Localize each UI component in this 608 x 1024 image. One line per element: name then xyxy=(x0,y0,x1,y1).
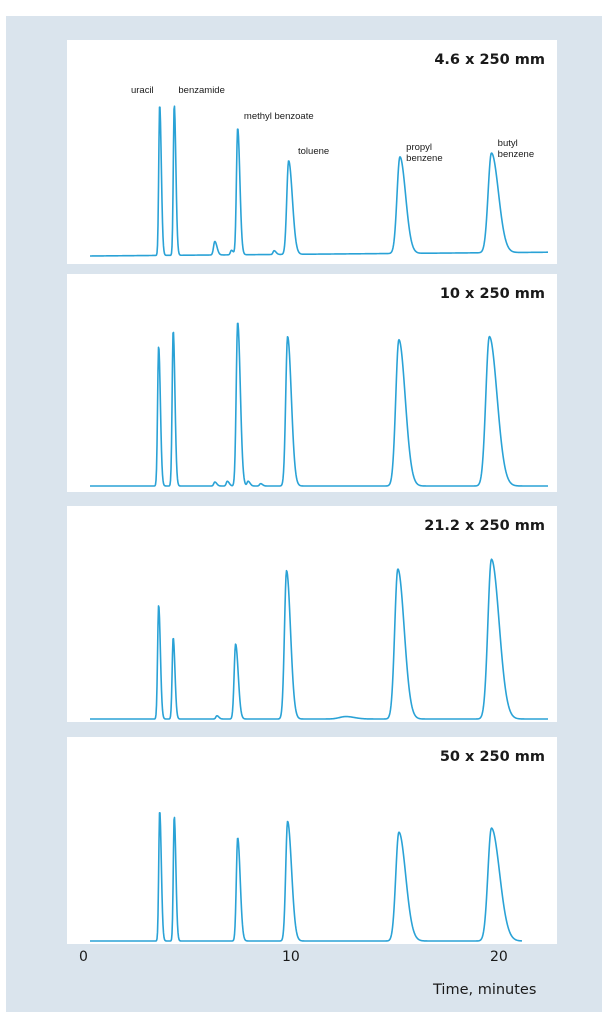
peak-label: benzamide xyxy=(178,85,224,96)
panel-plot xyxy=(89,322,549,487)
panel-50mm: 50 x 250 mm xyxy=(67,737,557,944)
chromatogram-trace xyxy=(89,558,549,720)
x-tick-label-20: 20 xyxy=(490,949,508,965)
panel-title: 21.2 x 250 mm xyxy=(424,518,545,534)
panel-plot xyxy=(89,558,549,720)
panel-21-2mm: 21.2 x 250 mm xyxy=(67,506,557,722)
x-tick-label-10: 10 xyxy=(282,949,300,965)
chromatogram-trace xyxy=(89,322,549,487)
x-axis-title: Time, minutes xyxy=(433,982,537,998)
x-tick-label-0: 0 xyxy=(79,949,88,965)
peak-label: toluene xyxy=(298,146,329,157)
chromatogram-trace xyxy=(89,105,549,257)
panel-10mm: 10 x 250 mm xyxy=(67,274,557,492)
peak-label: propyl benzene xyxy=(406,142,442,164)
panel-title: 50 x 250 mm xyxy=(439,749,545,765)
peak-label: butyl benzene xyxy=(498,138,534,160)
chromatogram-trace xyxy=(89,812,523,942)
panel-title: 4.6 x 250 mm xyxy=(434,52,545,68)
peak-label: uracil xyxy=(131,85,154,96)
panel-plot: uracil benzamide methyl benzoate toluene pro… xyxy=(89,85,549,257)
panel-plot xyxy=(89,812,523,942)
chromatogram-figure: uracil benzamide methyl benzoate toluene pro… xyxy=(6,16,602,1012)
panel-4-6mm: uracil benzamide methyl benzoate toluene pro… xyxy=(67,40,557,264)
panel-title: 10 x 250 mm xyxy=(439,286,545,302)
peak-label: methyl benzoate xyxy=(244,111,314,122)
